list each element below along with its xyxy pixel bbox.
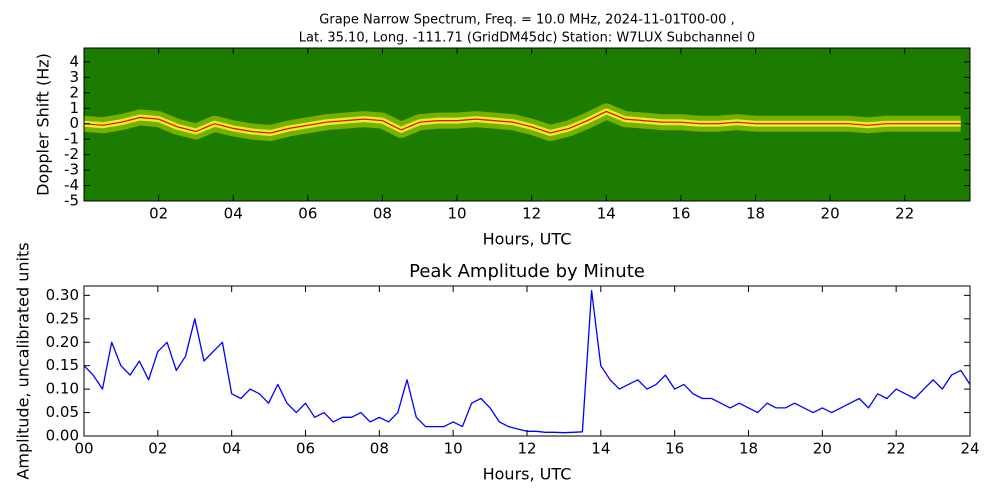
x-tick-label: 02 <box>149 205 168 223</box>
x-tick-label: 06 <box>296 440 315 458</box>
x-tick-label: 16 <box>671 205 690 223</box>
x-tick-label: 12 <box>517 440 536 458</box>
y-tick-label: -5 <box>64 192 79 210</box>
y-tick-label: 0.30 <box>46 286 79 304</box>
chart-title: Lat. 35.10, Long. -111.71 (GridDM45dc) S… <box>299 31 755 46</box>
y-tick-label: 4 <box>69 52 79 70</box>
x-tick-label: 08 <box>370 440 389 458</box>
peak-trace <box>84 110 961 134</box>
chart-title: Grape Narrow Spectrum, Freq. = 10.0 MHz,… <box>319 13 734 28</box>
x-tick-label: 14 <box>591 440 610 458</box>
x-tick-label: 20 <box>813 440 832 458</box>
x-axis-label: Hours, UTC <box>483 465 572 484</box>
x-tick-label: 10 <box>444 440 463 458</box>
x-tick-label: 18 <box>739 440 758 458</box>
x-tick-label: 10 <box>448 205 467 223</box>
x-tick-label: 18 <box>746 205 765 223</box>
y-tick-label: 0.05 <box>46 403 79 421</box>
x-tick-label: 02 <box>148 440 167 458</box>
x-tick-label: 20 <box>821 205 840 223</box>
y-tick-label: -4 <box>64 176 79 194</box>
y-tick-label: -1 <box>64 130 79 148</box>
y-tick-label: 0.10 <box>46 380 79 398</box>
x-tick-label: 22 <box>887 440 906 458</box>
x-axis-label: Hours, UTC <box>483 230 572 249</box>
y-tick-label: 0.15 <box>46 356 79 374</box>
x-tick-label: 04 <box>222 440 241 458</box>
y-tick-label: 1 <box>69 99 79 117</box>
y-tick-label: 2 <box>69 83 79 101</box>
y-tick-label: -3 <box>64 161 79 179</box>
x-tick-label: 14 <box>597 205 616 223</box>
x-tick-label: 16 <box>665 440 684 458</box>
axes-frame <box>83 285 971 437</box>
y-axis-label: Doppler Shift (Hz) <box>34 53 53 196</box>
y-tick-label: 3 <box>69 68 79 86</box>
x-tick-label: 22 <box>895 205 914 223</box>
axes-frame <box>83 47 971 202</box>
line <box>84 290 970 434</box>
x-tick-label: 04 <box>224 205 243 223</box>
x-tick-label: 00 <box>74 440 93 458</box>
plot-area <box>84 103 961 141</box>
y-tick-label: 0.20 <box>46 333 79 351</box>
plot-area <box>84 290 970 434</box>
y-tick-label: 0 <box>69 114 79 132</box>
y-tick-label: 0.25 <box>46 309 79 327</box>
y-tick-label: 0.00 <box>46 427 79 445</box>
y-tick-label: -2 <box>64 145 79 163</box>
x-tick-label: 12 <box>522 205 541 223</box>
x-tick-label: 06 <box>298 205 317 223</box>
chart-title: Peak Amplitude by Minute <box>409 261 645 282</box>
y-axis-label: Amplitude, uncalibrated units <box>14 242 33 479</box>
x-tick-label: 08 <box>373 205 392 223</box>
x-tick-label: 24 <box>960 440 979 458</box>
